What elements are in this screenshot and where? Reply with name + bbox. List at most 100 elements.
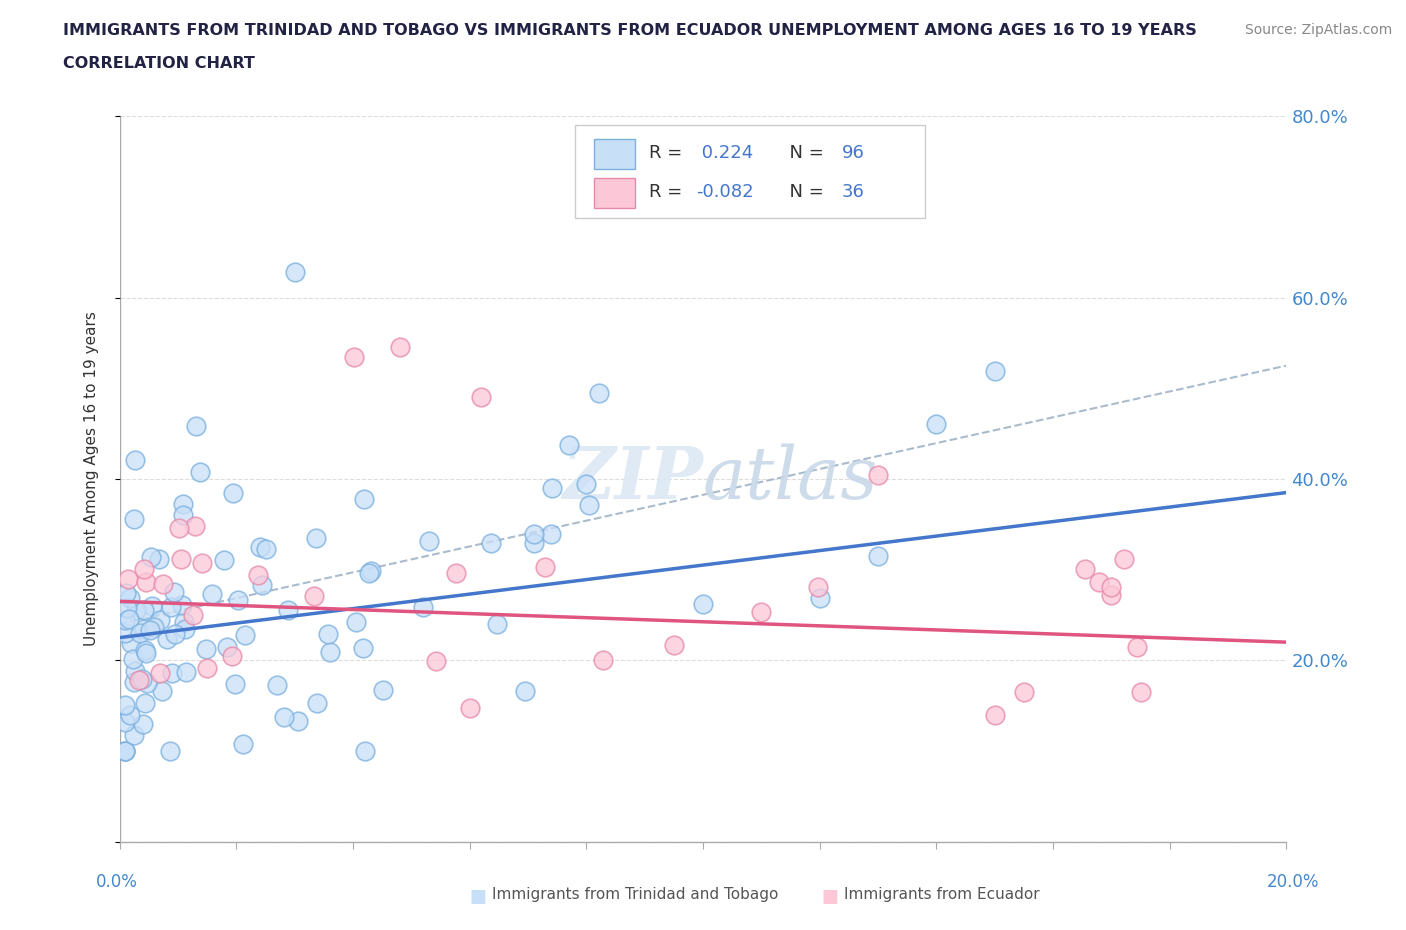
Text: R =: R =	[650, 183, 689, 202]
Point	[418, 534, 440, 549]
Point	[357, 565, 380, 580]
FancyBboxPatch shape	[595, 178, 636, 208]
Point	[159, 744, 181, 759]
Point	[195, 661, 218, 676]
Text: ▪: ▪	[468, 881, 488, 909]
Point	[360, 564, 382, 578]
Point	[149, 612, 172, 627]
Point	[120, 708, 142, 723]
Point	[479, 536, 502, 551]
Point	[523, 536, 546, 551]
Point	[167, 520, 190, 535]
Point	[122, 512, 145, 526]
Point	[201, 587, 224, 602]
FancyBboxPatch shape	[595, 139, 636, 169]
Point	[141, 599, 163, 614]
Point	[172, 508, 194, 523]
Point	[135, 575, 157, 590]
Point	[305, 530, 328, 545]
Point	[148, 552, 170, 567]
Point	[163, 585, 186, 600]
Point	[1099, 579, 1122, 594]
Point	[540, 481, 562, 496]
Point	[128, 673, 150, 688]
Point	[983, 707, 1005, 722]
Point	[117, 572, 139, 587]
Point	[233, 628, 256, 643]
Point	[217, 640, 239, 655]
Point	[172, 497, 194, 512]
Point	[523, 527, 546, 542]
Point	[925, 416, 948, 431]
Point	[273, 710, 295, 724]
Point	[575, 476, 598, 491]
FancyBboxPatch shape	[575, 125, 925, 218]
Point	[319, 644, 342, 659]
Point	[353, 744, 375, 759]
Text: Immigrants from Trinidad and Tobago: Immigrants from Trinidad and Tobago	[492, 887, 779, 902]
Point	[588, 386, 610, 401]
Point	[534, 560, 557, 575]
Point	[174, 621, 197, 636]
Point	[425, 653, 447, 668]
Text: ▪: ▪	[820, 881, 839, 909]
Text: 0.224: 0.224	[696, 144, 754, 162]
Point	[751, 604, 773, 619]
Point	[129, 626, 152, 641]
Point	[188, 464, 211, 479]
Point	[181, 607, 204, 622]
Point	[1099, 587, 1122, 602]
Point	[866, 549, 890, 564]
Point	[115, 600, 138, 615]
Point	[662, 637, 685, 652]
Point	[134, 643, 156, 658]
Point	[184, 519, 207, 534]
Point	[118, 591, 141, 605]
Point	[134, 696, 156, 711]
Point	[1112, 551, 1135, 566]
Point	[470, 390, 492, 405]
Text: -0.082: -0.082	[696, 183, 754, 202]
Point	[866, 468, 890, 483]
Point	[1012, 684, 1035, 699]
Text: R =: R =	[650, 144, 689, 162]
Point	[540, 526, 562, 541]
Point	[114, 744, 136, 759]
Point	[117, 612, 139, 627]
Point	[120, 635, 142, 650]
Point	[131, 671, 153, 686]
Point	[135, 645, 157, 660]
Point	[150, 684, 173, 698]
Point	[143, 619, 166, 634]
Point	[458, 701, 481, 716]
Point	[191, 555, 214, 570]
Point	[277, 603, 299, 618]
Point	[983, 364, 1005, 379]
Point	[156, 631, 179, 646]
Point	[485, 617, 508, 631]
Point	[1087, 575, 1109, 590]
Text: atlas: atlas	[703, 444, 879, 514]
Text: 20.0%: 20.0%	[1267, 872, 1319, 891]
Text: N =: N =	[778, 183, 830, 202]
Point	[287, 713, 309, 728]
Point	[250, 578, 273, 592]
Point	[353, 492, 375, 507]
Point	[173, 615, 195, 630]
Text: N =: N =	[778, 144, 830, 162]
Point	[316, 627, 339, 642]
Point	[578, 498, 600, 512]
Point	[283, 265, 307, 280]
Point	[807, 579, 830, 594]
Text: Source: ZipAtlas.com: Source: ZipAtlas.com	[1244, 23, 1392, 37]
Point	[184, 418, 207, 433]
Point	[149, 666, 172, 681]
Y-axis label: Unemployment Among Ages 16 to 19 years: Unemployment Among Ages 16 to 19 years	[84, 312, 98, 646]
Point	[304, 589, 326, 604]
Point	[160, 600, 183, 615]
Point	[169, 551, 191, 566]
Point	[122, 674, 145, 689]
Point	[132, 603, 155, 618]
Point	[592, 653, 614, 668]
Point	[558, 437, 581, 452]
